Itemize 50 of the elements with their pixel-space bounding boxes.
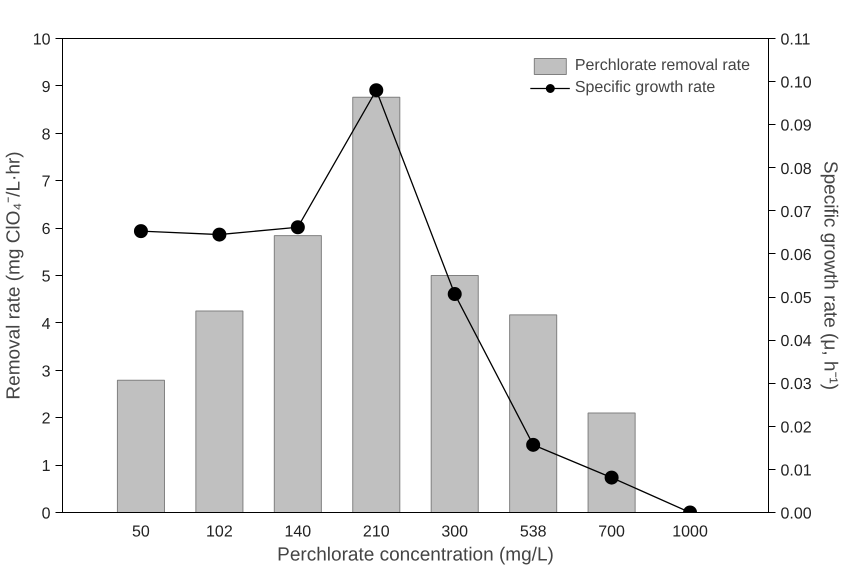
point [526,438,540,452]
legend-label: Perchlorate removal rate [574,57,750,75]
y2-tick-label: 0.07 [780,204,812,221]
y-tick-label: 5 [42,268,51,286]
y-tick-label: 6 [42,221,51,238]
y2-tick-label: 0.05 [780,290,812,308]
y-tick-label: 3 [42,363,51,380]
y2-tick-label: 0.00 [780,506,812,522]
legend-label: Specific growth rate [574,79,716,97]
y-tick-label: 8 [42,126,51,144]
x-tick-label: 210 [362,524,390,540]
point [134,224,148,238]
y-tick-label: 1 [42,458,51,476]
y2-tick-label: 0.09 [780,118,812,135]
bar [588,412,636,512]
point [212,228,226,242]
bar [274,235,322,512]
y-tick-label: 9 [42,78,51,96]
x-tick-label: 140 [284,524,312,540]
bar [352,96,400,512]
y-axis-title: Removal rate (mg ClO₄⁻/L·hr) [4,151,25,400]
y-tick-label: 4 [42,316,51,333]
x-tick-label: 102 [206,524,233,540]
y2-tick-label: 0.02 [780,419,812,436]
y-tick-label: 0 [42,506,51,522]
x-tick-label: 700 [598,524,626,540]
y2-tick-label: 0.03 [780,376,812,394]
y2-axis-title: Specific growth rate (μ, h⁻¹) [820,160,841,390]
y2-tick-label: 0.08 [780,160,812,178]
y2-tick-label: 0.04 [780,333,812,350]
y2-tick-label: 0.11 [780,32,811,48]
y-tick-label: 10 [32,32,51,48]
y2-tick-label: 0.06 [780,246,812,264]
bar [509,314,558,512]
point [290,220,305,234]
point [448,287,462,302]
point [369,83,384,98]
x-axis-title: Perchlorate concentration (mg/L) [277,544,554,566]
x-tick-label: 300 [441,524,468,540]
x-tick-label: 1000 [672,524,708,540]
point [604,470,619,485]
bar [116,380,165,512]
y-tick-label: 7 [42,174,51,191]
x-tick-label: 50 [132,524,150,540]
y2-tick-label: 0.10 [780,74,812,92]
bar [430,275,479,512]
y2-tick-label: 0.01 [780,462,812,480]
x-tick-label: 538 [520,524,547,540]
bar [195,310,244,512]
y-tick-label: 2 [42,410,51,428]
